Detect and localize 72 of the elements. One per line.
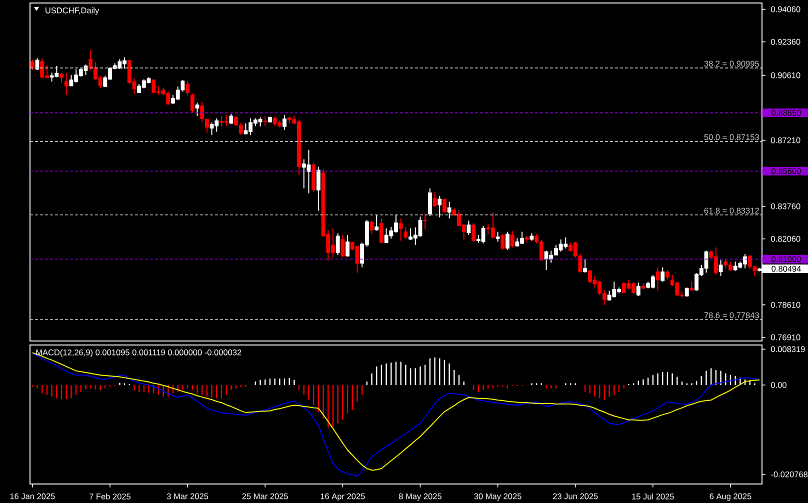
candlestick — [186, 80, 190, 96]
y-tick-label: 0.78610 — [771, 302, 800, 308]
candlestick — [466, 220, 471, 236]
candlestick — [35, 58, 40, 70]
candlestick — [660, 266, 665, 282]
x-tick-label: 16 Apr 2025 — [320, 493, 365, 501]
candlestick — [282, 114, 286, 131]
x-tick-label: 30 May 2025 — [474, 493, 522, 501]
x-tick-label: 6 Aug 2025 — [710, 493, 752, 501]
chart-title: USDCHF,Daily — [46, 7, 100, 15]
candlestick — [472, 222, 476, 242]
candlestick — [442, 198, 446, 214]
candlestick — [438, 195, 442, 218]
y-tick-label: -0.020768 — [771, 471, 808, 478]
candlestick — [398, 218, 403, 242]
candlestick — [229, 113, 234, 124]
candlestick — [432, 191, 437, 208]
candlestick — [496, 231, 500, 242]
candlestick — [370, 220, 374, 235]
ref-line-label: 0.88650 — [772, 110, 801, 116]
candlestick — [200, 101, 204, 122]
y-tick-label: 0.83760 — [771, 203, 800, 210]
x-tick-label: 15 Jul 2025 — [632, 493, 674, 500]
x-tick-label: 8 May 2025 — [398, 493, 442, 501]
ref-line-label: 38.2 = 0.90995 — [704, 60, 759, 67]
candlestick — [684, 286, 689, 298]
candlestick — [428, 188, 432, 217]
y-tick-label: 0.90610 — [771, 72, 800, 78]
candlestick — [88, 50, 93, 72]
ref-line-label: 0.81000 — [772, 256, 801, 262]
y-tick-label: 0.82060 — [771, 236, 800, 242]
candlestick — [263, 116, 268, 128]
x-tick-label: 3 Mar 2025 — [166, 493, 208, 500]
candlestick — [195, 102, 200, 117]
y-tick-label: 0.92360 — [771, 38, 800, 45]
candlestick — [316, 166, 320, 212]
ref-line-label: 78.6 = 0.77843 — [704, 312, 759, 318]
y-tick-label: 0.76910 — [771, 334, 800, 340]
ref-line-label: 61.8 = 0.83312 — [704, 208, 759, 214]
candlestick — [447, 201, 452, 219]
candlestick — [336, 232, 340, 256]
candlestick — [340, 234, 345, 258]
candlestick — [374, 214, 379, 232]
text: 0.80494 — [772, 266, 801, 272]
y-tick-label: 0.94060 — [771, 6, 800, 12]
candlestick — [500, 234, 505, 250]
candlestick — [636, 282, 640, 297]
candlestick — [718, 260, 723, 276]
candlestick — [583, 258, 588, 274]
ref-line-label: 0.85600 — [772, 168, 801, 174]
candlestick — [656, 266, 660, 292]
candlestick — [204, 118, 209, 134]
candlestick — [666, 270, 670, 280]
y-tick-label: 0.00 — [771, 382, 786, 388]
candlestick — [190, 92, 194, 114]
x-tick-label: 7 Feb 2025 — [90, 493, 131, 500]
y-tick-label: 0.008319 — [771, 346, 805, 352]
candlestick — [60, 72, 64, 84]
x-tick-label: 25 Mar 2025 — [242, 493, 288, 500]
candlestick — [404, 226, 408, 240]
y-tick-label: 0.87210 — [771, 137, 800, 144]
candlestick — [346, 234, 350, 258]
chart-title: MACD(12,26,9) 0.001095 0.001119 0.000000 -0.000032 — [36, 349, 242, 357]
candlestick — [506, 231, 510, 250]
candlestick — [30, 59, 34, 70]
x-tick-label: 16 Jan 2025 — [10, 493, 55, 500]
candlestick — [510, 230, 514, 248]
x-tick-label: 23 Jun 2025 — [553, 493, 598, 500]
ref-line-label: 50.0 = 0.87153 — [704, 134, 759, 140]
candlestick — [423, 213, 428, 230]
candlestick — [379, 218, 384, 244]
candlestick — [64, 72, 68, 96]
